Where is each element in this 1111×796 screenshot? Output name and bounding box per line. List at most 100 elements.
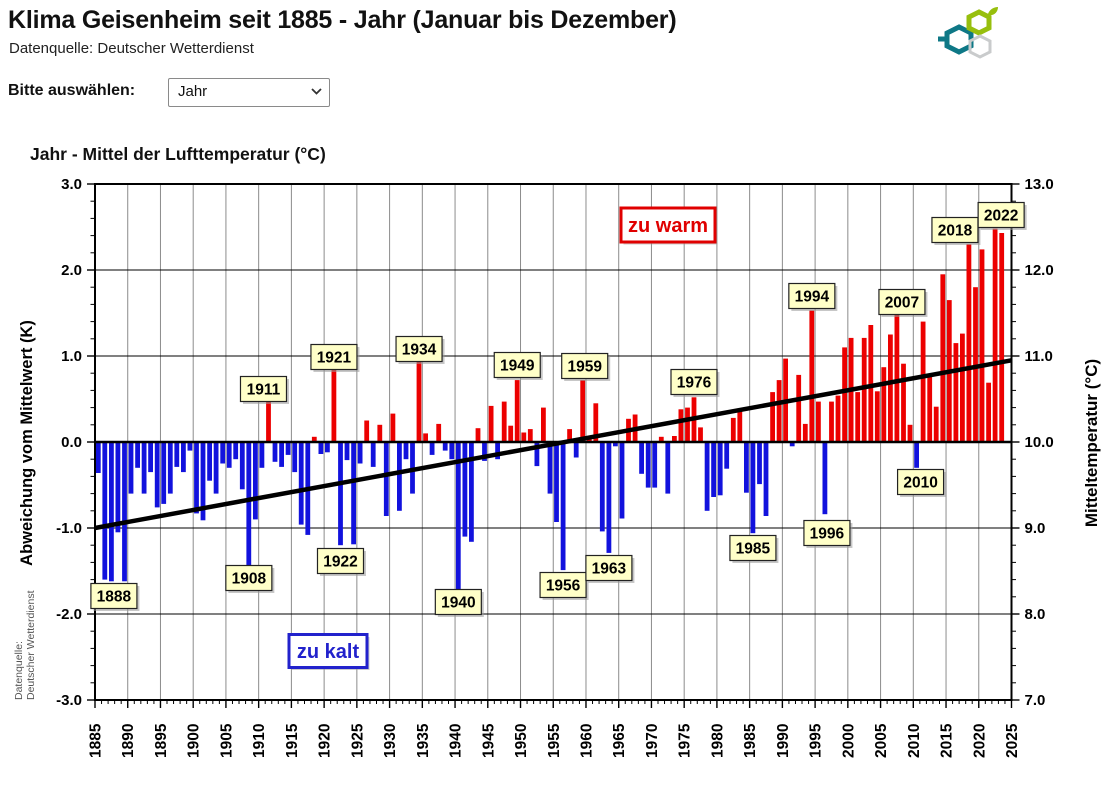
x-tick-label-1935: 1935 xyxy=(415,723,432,758)
bar-1973 xyxy=(672,436,677,442)
bar-1964 xyxy=(613,442,618,447)
bar-1953 xyxy=(541,407,546,442)
bar-1921 xyxy=(331,368,337,442)
annotation-year-text: 1922 xyxy=(323,554,357,571)
left-tick-label: -3.0 xyxy=(56,692,82,709)
annotation-box xyxy=(788,282,836,310)
bar-1923 xyxy=(344,442,350,461)
bar-1932 xyxy=(403,442,409,460)
bar-1981 xyxy=(724,442,730,469)
annotation-2018: 2018 xyxy=(931,216,981,245)
bar-1909 xyxy=(253,442,258,520)
bar-1903 xyxy=(213,442,219,494)
annotation-1959: 1959 xyxy=(561,352,611,381)
logo-hexagons-icon xyxy=(938,7,998,59)
bar-1891 xyxy=(135,442,140,468)
bar-1899 xyxy=(187,442,193,451)
bar-1905 xyxy=(226,442,232,468)
annotation-box xyxy=(561,352,609,380)
bar-2003 xyxy=(868,325,874,442)
x-tick-label-1960: 1960 xyxy=(578,724,595,758)
axis-ticks xyxy=(87,183,1020,708)
bar-1927 xyxy=(370,442,376,467)
bar-1894 xyxy=(154,442,160,508)
bar-1982 xyxy=(730,417,736,442)
bar-1989 xyxy=(776,380,782,442)
bar-1980 xyxy=(717,442,723,496)
period-select[interactable]: Jahr xyxy=(168,78,330,107)
annotation-year-text: 1940 xyxy=(441,595,475,612)
bar-1999 xyxy=(842,347,847,442)
annotation-box xyxy=(90,582,138,610)
select-label: Bitte auswählen: xyxy=(8,82,136,99)
bar-1941 xyxy=(462,442,468,537)
bar-1955 xyxy=(554,442,559,522)
bar-1972 xyxy=(665,442,671,494)
bar-1914 xyxy=(285,442,291,455)
annotation-1994: 1994 xyxy=(788,282,838,311)
bar-2001 xyxy=(855,392,861,442)
annotation-box xyxy=(729,534,777,562)
bar-1924 xyxy=(351,442,356,545)
bar-1888 xyxy=(115,442,121,533)
bar-2022 xyxy=(992,228,998,442)
bar-1994 xyxy=(809,310,815,442)
bar-1995 xyxy=(816,401,821,442)
callout-zu-kalt: zu kalt xyxy=(287,633,370,670)
annotation-year-text: 1888 xyxy=(97,589,132,606)
year-annotations: 1888 1908 1911 1921 1922 1934 1940 1949 1956 1959… xyxy=(90,201,1027,617)
x-tick-label-1945: 1945 xyxy=(480,723,497,758)
bar-1965 xyxy=(619,442,625,519)
bar-1971 xyxy=(658,436,664,442)
bar-1940 xyxy=(455,442,461,590)
bar-1986 xyxy=(757,442,762,485)
bar-2010 xyxy=(914,442,919,468)
chevron-down-icon xyxy=(311,88,322,95)
bar-1975 xyxy=(685,407,690,442)
bar-1983 xyxy=(737,409,743,442)
bar-1952 xyxy=(534,442,540,467)
bar-1988 xyxy=(770,392,775,442)
annotation-1956: 1956 xyxy=(539,571,589,600)
bar-2012 xyxy=(927,374,933,442)
bar-1987 xyxy=(763,442,769,516)
bar-1978 xyxy=(704,442,710,511)
bar-1934 xyxy=(416,360,422,442)
right-tick-label: 10.0 xyxy=(1025,434,1054,451)
bar-2005 xyxy=(881,367,887,442)
left-tick-label: -2.0 xyxy=(56,606,82,623)
annotation-box xyxy=(493,351,541,379)
y-axis-labels: -3.0 7.0 -2.0 8.0 -1.0 9.0 0.0 10.0 1.0 11.0 2.0 12… xyxy=(56,176,1054,709)
bar-1920 xyxy=(325,442,330,453)
bar-1889 xyxy=(122,442,127,582)
annotation-year-text: 2018 xyxy=(938,223,973,240)
x-tick-label-1910: 1910 xyxy=(251,724,268,758)
bar-1942 xyxy=(469,442,474,542)
trend-line xyxy=(94,358,1012,531)
annotation-1922: 1922 xyxy=(316,547,366,576)
bar-1900 xyxy=(194,442,199,514)
x-tick-label-1905: 1905 xyxy=(218,723,235,758)
x-tick-label-1950: 1950 xyxy=(513,724,530,758)
bar-1939 xyxy=(449,442,455,460)
y-left-axis-title: Abweichung vom Mittelwert (K) xyxy=(18,320,36,566)
hochschule-geisenheim-logo: Hochschule Geisenheim University xyxy=(938,6,1108,64)
bar-1897 xyxy=(174,442,180,467)
bar-2023 xyxy=(999,233,1005,442)
bar-1969 xyxy=(645,442,651,488)
annotation-1976: 1976 xyxy=(670,368,720,397)
bar-2011 xyxy=(920,321,926,442)
bar-1907 xyxy=(239,442,245,490)
bar-1892 xyxy=(141,442,147,494)
bar-1895 xyxy=(161,442,167,504)
bar-2013 xyxy=(933,406,939,442)
annotation-year-text: 1911 xyxy=(247,382,281,399)
bar-1915 xyxy=(292,442,298,473)
bar-1993 xyxy=(802,423,808,442)
x-tick-label-1985: 1985 xyxy=(742,723,759,758)
callout-box xyxy=(287,633,369,669)
bar-2014 xyxy=(940,274,946,442)
bar-2016 xyxy=(953,343,959,442)
right-tick-label: 8.0 xyxy=(1025,606,1046,623)
